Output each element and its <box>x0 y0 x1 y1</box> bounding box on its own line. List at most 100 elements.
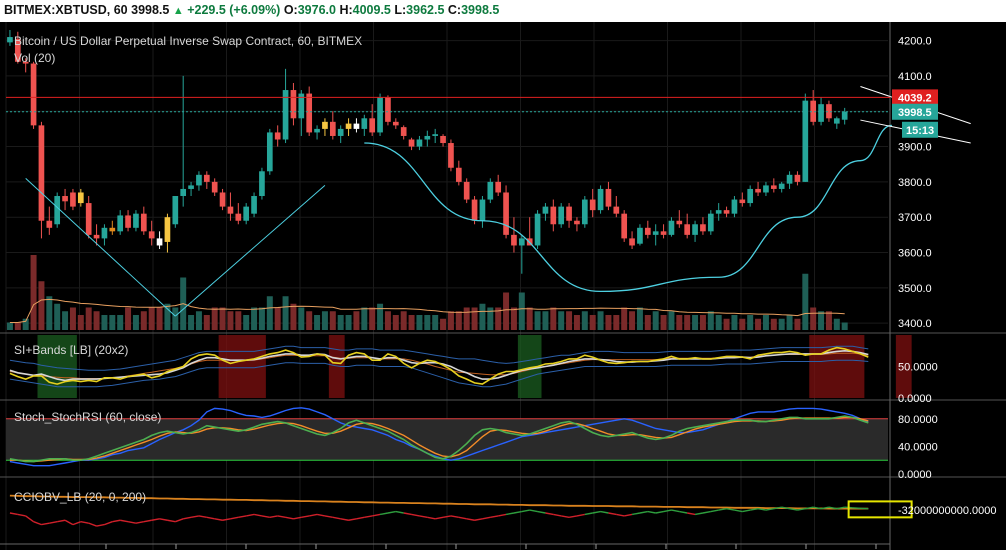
cci-segment <box>553 513 562 517</box>
candle-body <box>621 213 628 239</box>
candle-body <box>637 227 643 244</box>
cci-segment <box>797 507 806 511</box>
cci-segment <box>246 513 255 517</box>
chart-canvas[interactable]: 4200.04100.04000.03900.03800.03700.03600… <box>0 22 1006 550</box>
volume-bar <box>329 311 336 330</box>
cci-segment <box>702 510 711 514</box>
volume-bar <box>6 322 13 330</box>
candle-body <box>322 121 328 129</box>
cci-segment <box>151 518 160 521</box>
cci-segment <box>238 515 247 519</box>
cci-segment <box>592 510 601 514</box>
candle-body <box>739 199 746 204</box>
volume-bar <box>566 311 573 330</box>
cci-segment <box>521 509 530 513</box>
cci-segment <box>545 512 554 516</box>
volume-bar <box>833 318 840 330</box>
cci-segment <box>694 512 704 516</box>
si-upper-band <box>9 345 869 371</box>
chart-container[interactable]: 4200.04100.04000.03900.03800.03700.03600… <box>0 22 1006 550</box>
si-tick-label: 50.0000 <box>898 362 938 374</box>
volume-bar <box>85 307 92 330</box>
candle-body <box>471 199 478 221</box>
volume-bar <box>101 315 108 330</box>
candle-body <box>377 97 383 133</box>
cci-segment <box>561 515 570 519</box>
si-shading-green <box>517 335 542 398</box>
candle-body <box>77 192 84 204</box>
cci-segment <box>734 509 743 513</box>
volume-bar <box>455 311 462 330</box>
cci-segment <box>757 507 767 511</box>
last-price-value: 3998.5 <box>131 3 170 17</box>
candle-body <box>235 213 242 221</box>
volume-bar <box>518 292 525 330</box>
volume-bar <box>125 307 132 330</box>
candle-body <box>7 37 13 43</box>
cci-segment <box>813 506 822 510</box>
volume-bar <box>841 322 848 330</box>
volume-bar <box>684 315 691 330</box>
candle-body <box>495 181 502 193</box>
stoch-band-fill <box>6 418 888 461</box>
cci-segment <box>316 513 326 517</box>
candle-body <box>479 199 486 221</box>
cci-segment <box>230 516 239 520</box>
volume-bar <box>38 281 45 330</box>
cci-segment <box>25 515 34 523</box>
cci-segment <box>490 515 499 519</box>
cci-segment <box>482 516 491 520</box>
cci-segment <box>442 515 452 519</box>
price-tick-label: 3700.0 <box>898 212 932 224</box>
cci-segment <box>198 515 207 519</box>
candle-body <box>503 192 509 235</box>
volume-bar <box>188 315 195 330</box>
cci-segment <box>72 521 82 526</box>
cci-segment <box>458 516 467 520</box>
cci-segment <box>340 518 349 521</box>
cci-segment <box>750 507 759 511</box>
candle-body <box>408 139 415 147</box>
low-label: L: <box>394 3 407 17</box>
candle-body <box>416 139 423 147</box>
cci-segment <box>655 510 664 514</box>
cci-segment <box>261 515 270 519</box>
volume-label: Vol (20) <box>14 51 56 65</box>
cci-segment <box>387 510 396 514</box>
candle-body <box>251 196 257 214</box>
volume-bar <box>636 307 643 330</box>
cci-segment <box>505 512 515 516</box>
candle-body <box>629 238 635 246</box>
cci-segment <box>616 513 625 517</box>
cci-segment <box>624 513 633 517</box>
volume-bar <box>227 311 234 330</box>
cci-segment <box>466 518 475 521</box>
cci-segment <box>852 507 861 510</box>
volume-bar <box>652 311 659 330</box>
symbol-label: BITMEX:XBTUSD, 60 <box>4 3 128 17</box>
volume-bar <box>558 311 565 330</box>
si-lower-band <box>9 359 869 388</box>
volume-bar <box>550 307 557 330</box>
volume-bar <box>203 315 210 330</box>
cci-segment <box>679 510 688 514</box>
volume-bar <box>353 311 360 330</box>
cci-segment <box>379 512 389 516</box>
cci-segment <box>820 506 830 510</box>
candle-body <box>109 227 116 232</box>
volume-bar <box>235 311 242 330</box>
volume-bar <box>707 311 714 330</box>
si-shading-red <box>328 335 345 398</box>
volume-bar <box>22 318 29 330</box>
cci-segment <box>427 516 436 520</box>
volume-bar <box>258 307 265 330</box>
cci-segment <box>710 509 719 513</box>
candle-body <box>613 206 620 214</box>
volume-bar <box>755 318 762 330</box>
cci-segment <box>309 513 318 517</box>
candle-body <box>432 134 439 136</box>
candle-body <box>30 63 37 126</box>
si-shading-green <box>37 335 77 398</box>
volume-bar <box>770 318 777 330</box>
volume-bar <box>424 315 431 330</box>
